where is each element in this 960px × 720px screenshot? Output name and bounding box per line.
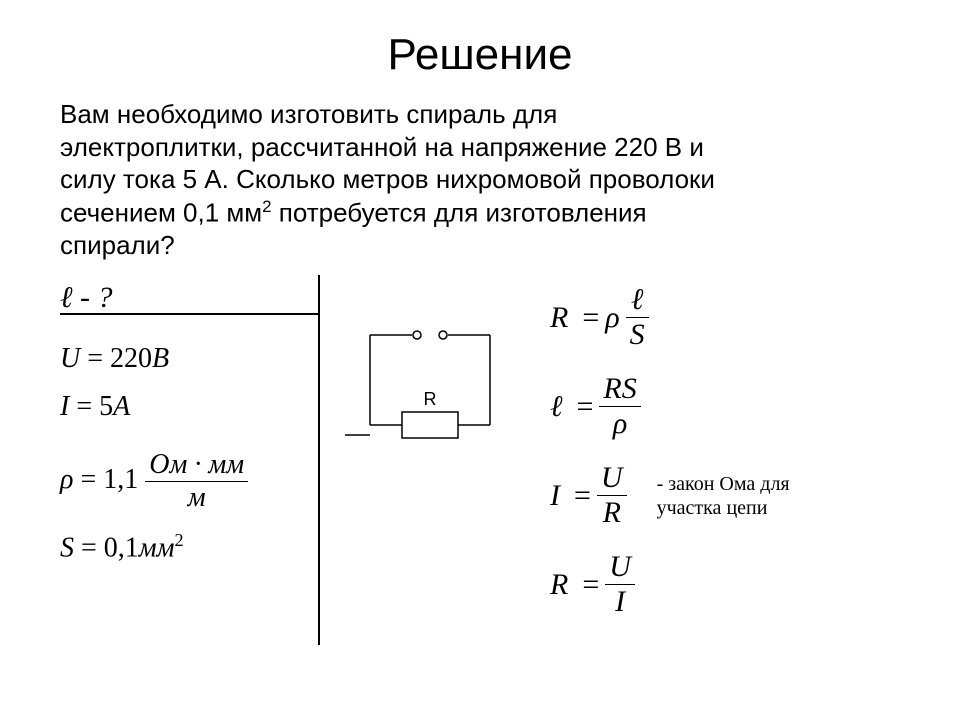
f4-frac: U I xyxy=(605,550,635,619)
problem-line-4-sup: 2 xyxy=(262,197,271,216)
unknown-ell: ℓ - ? xyxy=(60,281,113,314)
problem-line-2: электроплитки, рассчитанной на напряжени… xyxy=(60,132,704,162)
problem-text: Вам необходимо изготовить спираль для эл… xyxy=(60,98,900,261)
i-unit: A xyxy=(113,391,130,422)
equals-sign: = xyxy=(574,479,591,513)
given-s-row: S = 0,1мм2 xyxy=(60,530,320,564)
s-value: = 0,1 xyxy=(74,532,139,563)
given-i-row: I = 5A xyxy=(60,391,320,423)
s-symbol: S xyxy=(60,532,74,563)
circuit-r-label: R xyxy=(424,389,437,409)
formula-r-rho: R = ρ ℓ S xyxy=(550,283,900,352)
formula-ell: ℓ = RS ρ xyxy=(550,372,900,441)
f1-lhs: R xyxy=(550,301,568,335)
f4-num: U xyxy=(605,550,635,584)
problem-line-3: силу тока 5 А. Сколько метров нихромовой… xyxy=(60,164,715,194)
circuit-svg: R xyxy=(340,315,510,465)
ohm-law-note: - закон Ома для участка цепи xyxy=(657,472,790,520)
i-symbol: I xyxy=(60,391,69,422)
vertical-separator xyxy=(318,275,320,645)
horizontal-separator xyxy=(60,313,320,315)
f3-den: R xyxy=(597,495,627,530)
equals-sign: = xyxy=(577,390,594,424)
problem-line-1: Вам необходимо изготовить спираль для xyxy=(60,99,557,129)
content-row: ℓ - ? U = 220B I = 5A ρ = 1,1 Ом · ммм S… xyxy=(60,275,900,639)
f1-rho: ρ xyxy=(605,301,619,335)
problem-line-4c: потребуется для изготовления xyxy=(272,197,647,227)
u-value: = 220 xyxy=(80,343,152,374)
s-unit-sup: 2 xyxy=(175,530,184,550)
rho-symbol: ρ xyxy=(60,464,73,495)
f3-lhs: I xyxy=(550,479,560,513)
s-unit: мм xyxy=(139,532,175,563)
f2-num: RS xyxy=(599,372,640,406)
i-value: = 5 xyxy=(69,391,113,422)
f1-frac: ℓ S xyxy=(626,283,649,352)
f4-lhs: R xyxy=(550,568,568,602)
f4-den: I xyxy=(605,584,635,619)
page: Решение Вам необходимо изготовить спирал… xyxy=(0,0,960,639)
given-u-row: U = 220B xyxy=(60,343,320,375)
given-rho-row: ρ = 1,1 Ом · ммм xyxy=(60,449,320,514)
problem-line-4a: сечением 0,1 мм xyxy=(60,197,262,227)
page-title: Решение xyxy=(60,30,900,80)
circuit-diagram: R xyxy=(320,315,550,465)
formulas-column: R = ρ ℓ S ℓ = RS ρ I = U xyxy=(550,275,900,639)
f2-lhs: ℓ xyxy=(550,390,563,424)
f3-num: U xyxy=(597,461,627,495)
problem-line-5: спирали? xyxy=(60,230,175,260)
u-symbol: U xyxy=(60,343,80,374)
f2-frac: RS ρ xyxy=(599,372,640,441)
equals-sign: = xyxy=(582,568,599,602)
rho-fraction: Ом · ммм xyxy=(145,449,248,514)
formula-r-ui: R = U I xyxy=(550,550,900,619)
note-line-1: - закон Ома для xyxy=(657,473,790,495)
f3-frac: U R xyxy=(597,461,627,530)
rho-den: м xyxy=(145,481,248,514)
f2-den: ρ xyxy=(599,406,640,441)
note-line-2: участка цепи xyxy=(657,497,768,519)
f1-den: S xyxy=(626,317,649,352)
given-column: ℓ - ? U = 220B I = 5A ρ = 1,1 Ом · ммм S… xyxy=(60,275,320,580)
circuit-column: R xyxy=(320,275,550,465)
unknown-row: ℓ - ? xyxy=(60,281,320,315)
formula-i: I = U R - закон Ома для участка цепи xyxy=(550,461,900,530)
u-unit: B xyxy=(152,343,169,374)
rho-num: Ом · мм xyxy=(145,449,248,481)
f1-num: ℓ xyxy=(626,283,649,317)
equals-sign: = xyxy=(582,301,599,335)
rho-value: = 1,1 xyxy=(73,464,145,495)
